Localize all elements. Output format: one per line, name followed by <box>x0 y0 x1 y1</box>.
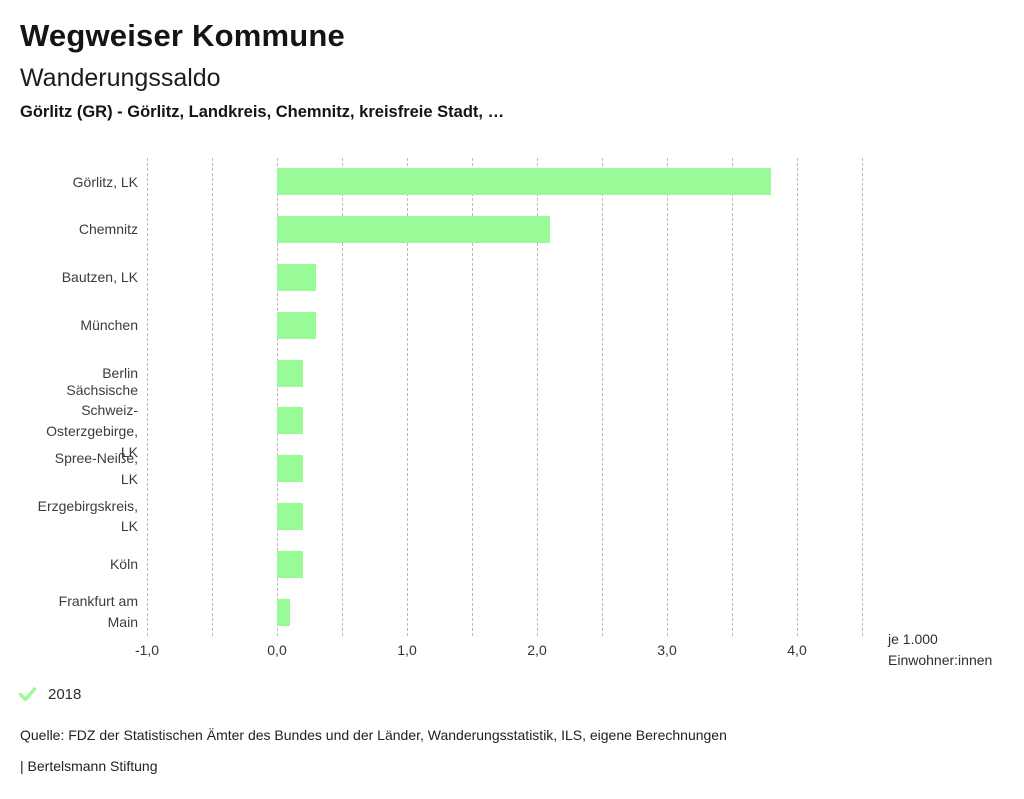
gridline <box>602 158 603 636</box>
category-label: Sächsische Schweiz- Osterzgebirge, LK <box>18 382 138 460</box>
category-label-text: Bautzen, LK <box>61 269 138 286</box>
bar-spree-nei-e-lk[interactable] <box>277 455 303 483</box>
x-axis-unit-line1: je 1.000 <box>888 631 938 647</box>
gridline <box>212 158 213 636</box>
category-label: Berlin <box>18 349 138 397</box>
category-label-text: München <box>80 316 138 333</box>
x-tick-label: 1,0 <box>397 642 417 658</box>
check-icon <box>18 686 37 703</box>
x-tick-label: -1,0 <box>134 642 160 658</box>
bar-frankfurt-am-main[interactable] <box>277 598 290 626</box>
gridline <box>862 158 863 636</box>
category-label: Erzgebirgskreis, LK <box>18 493 138 541</box>
category-label-text: Chemnitz <box>78 221 138 238</box>
gridline <box>797 158 798 636</box>
category-label-text: Berlin <box>102 364 138 381</box>
category-label: Frankfurt am Main <box>18 588 138 636</box>
category-label-text: Görlitz, LK <box>72 173 138 190</box>
bar-berlin[interactable] <box>277 359 303 387</box>
bar-erzgebirgskreis-lk[interactable] <box>277 503 303 530</box>
category-label-text: Spree-Neiße, LK <box>54 450 138 487</box>
bar-chemnitz[interactable] <box>277 216 550 244</box>
gridline <box>277 158 278 636</box>
chart-title: Wanderungssaldo <box>20 64 221 92</box>
gridline <box>147 158 148 636</box>
x-tick-label: 0,0 <box>267 642 287 658</box>
chart-subtitle: Görlitz (GR) - Görlitz, Landkreis, Chemn… <box>20 103 505 121</box>
bar-k-ln[interactable] <box>277 550 303 578</box>
x-axis-tick-labels: -1,0 0,0 1,0 2,0 3,0 4,0 <box>135 642 862 662</box>
category-label: Bautzen, LK <box>18 254 138 302</box>
category-label-text: Köln <box>109 555 138 572</box>
category-label: Chemnitz <box>18 206 138 254</box>
bar-s-chsische-schweiz-osterzgebirge-lk[interactable] <box>277 407 303 435</box>
legend-item-label: 2018 <box>48 686 82 703</box>
category-label: Köln <box>18 540 138 588</box>
category-axis-labels: Görlitz, LK Chemnitz Bautzen, LK München Ber… <box>18 158 138 636</box>
category-label: Görlitz, LK <box>18 158 138 206</box>
category-label-text: Sächsische Schweiz- Osterzgebirge, LK <box>46 381 138 460</box>
legend-item-2018[interactable]: 2018 <box>18 686 81 703</box>
gridline <box>342 158 343 636</box>
gridline <box>407 158 408 636</box>
category-label: Spree-Neiße, LK <box>18 445 138 493</box>
category-label: München <box>18 301 138 349</box>
x-tick-label: 4,0 <box>787 642 807 658</box>
bar-m-nchen[interactable] <box>277 311 316 339</box>
category-label-text: Frankfurt am Main <box>58 593 138 631</box>
category-label-text: Erzgebirgskreis, LK <box>37 497 138 535</box>
gridline <box>732 158 733 636</box>
gridline <box>472 158 473 636</box>
x-tick-label: 3,0 <box>657 642 677 658</box>
attribution-text: | Bertelsmann Stiftung <box>20 758 158 774</box>
x-axis-unit-label: je 1.000 Einwohner:innen <box>888 629 992 671</box>
bar-chart-plot-area <box>147 158 863 636</box>
source-text: Quelle: FDZ der Statistischen Ämter des … <box>20 727 727 743</box>
x-tick-label: 2,0 <box>527 642 547 658</box>
app-title: Wegweiser Kommune <box>20 18 345 53</box>
x-axis-unit-line2: Einwohner:innen <box>888 652 993 668</box>
bar-bautzen-lk[interactable] <box>277 264 316 291</box>
gridline <box>667 158 668 636</box>
bar-g-rlitz-lk[interactable] <box>277 168 771 196</box>
gridline <box>537 158 538 636</box>
